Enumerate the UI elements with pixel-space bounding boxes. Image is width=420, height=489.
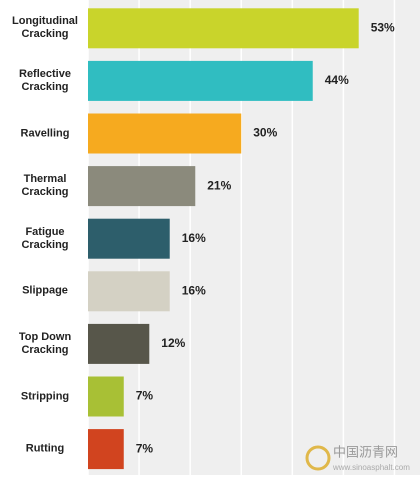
value-label: 30% bbox=[253, 126, 277, 140]
value-label: 53% bbox=[371, 20, 395, 34]
value-label: 12% bbox=[161, 336, 185, 350]
category-label: Rutting bbox=[25, 442, 65, 455]
bar bbox=[88, 429, 124, 470]
value-label: 7% bbox=[136, 441, 154, 455]
category-label: Stripping bbox=[20, 390, 70, 402]
category-label: Thermal Cracking bbox=[21, 173, 69, 199]
value-label: 44% bbox=[325, 73, 349, 87]
bar bbox=[88, 218, 170, 259]
bar bbox=[88, 323, 150, 364]
value-label: 16% bbox=[182, 283, 206, 297]
value-label: 16% bbox=[182, 231, 206, 245]
category-label: Slippage bbox=[22, 284, 68, 297]
bar bbox=[88, 113, 242, 154]
value-label: 21% bbox=[207, 178, 231, 192]
bar bbox=[88, 60, 313, 101]
bar bbox=[88, 376, 124, 417]
category-label: Ravelling bbox=[20, 127, 70, 139]
watermark-name: 中国沥青网 bbox=[333, 444, 398, 459]
category-label: Top Down Cracking bbox=[18, 330, 72, 356]
category-label: Longitudinal Cracking bbox=[12, 15, 78, 41]
category-label: Reflective Cracking bbox=[19, 67, 71, 93]
watermark-url: www.sinoasphalt.com bbox=[332, 463, 410, 472]
category-label: Fatigue Cracking bbox=[21, 225, 69, 251]
value-label: 7% bbox=[136, 389, 154, 403]
watermark-logo bbox=[305, 445, 331, 471]
bar bbox=[88, 8, 359, 49]
bar bbox=[88, 271, 170, 312]
bar bbox=[88, 166, 196, 207]
